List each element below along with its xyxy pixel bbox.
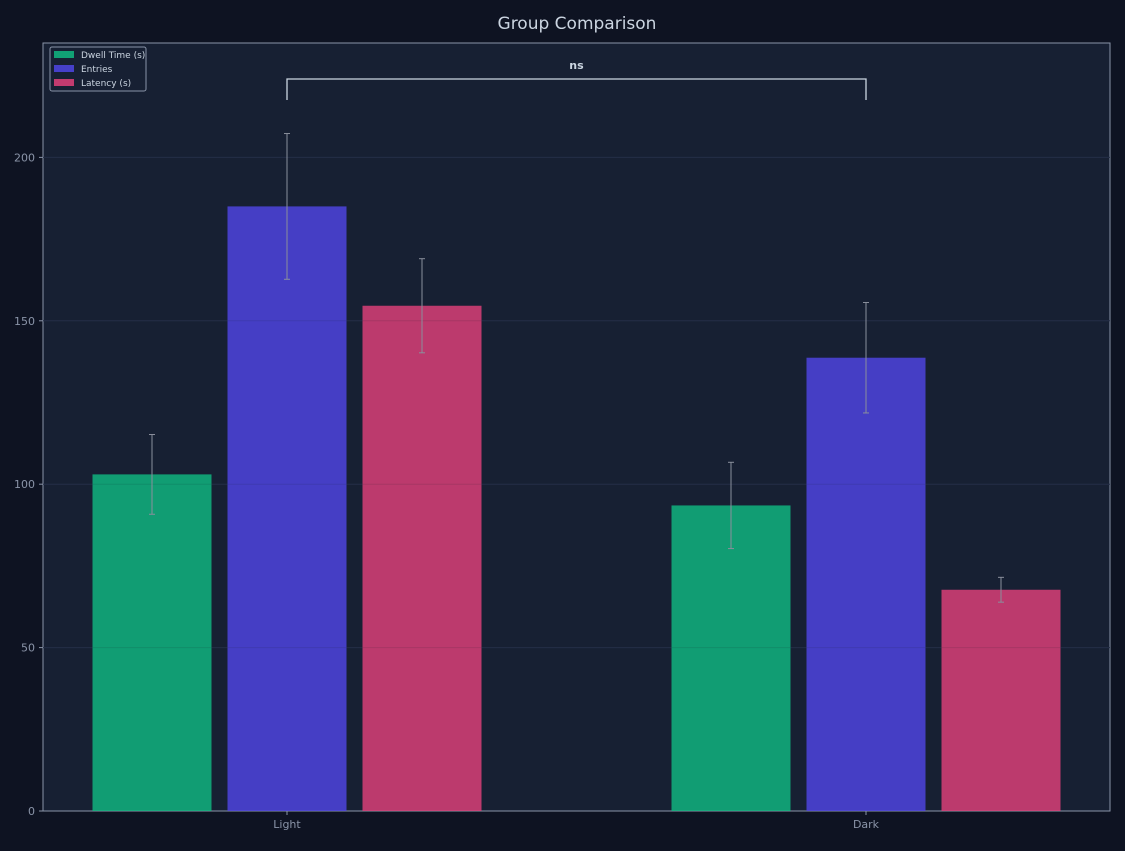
significance-bracket (286, 78, 867, 100)
significance-label: ns (569, 59, 584, 72)
axes: 0 50 100 150 200 Light Dark (14, 151, 880, 831)
bar (92, 474, 212, 811)
legend-swatch (54, 79, 74, 86)
legend-swatch (54, 65, 74, 72)
bar (941, 589, 1061, 811)
significance-annotation: ns (286, 59, 867, 100)
bar (671, 505, 791, 811)
gridlines-overlay (43, 156, 1110, 649)
x-tick-label: Dark (853, 818, 880, 831)
bar (806, 357, 926, 811)
legend-swatch (54, 51, 74, 58)
legend-label: Dwell Time (s) (81, 51, 145, 61)
y-tick-label: 100 (14, 478, 35, 491)
chart-title: Group Comparison (498, 14, 657, 34)
gridlines (43, 156, 1110, 649)
y-tick-label: 150 (14, 315, 35, 328)
y-tick-label: 50 (21, 642, 35, 655)
y-tick-label: 0 (28, 805, 35, 818)
legend: Dwell Time (s) Entries Latency (s) (49, 46, 147, 92)
bar (227, 206, 347, 812)
legend-label: Entries (81, 65, 113, 75)
bars (92, 206, 1061, 812)
x-tick-label: Light (273, 818, 301, 831)
plot-area (42, 42, 1111, 812)
bar (362, 305, 482, 811)
y-tick-label: 200 (14, 151, 35, 164)
legend-label: Latency (s) (81, 79, 131, 89)
error-bars (149, 133, 1004, 603)
